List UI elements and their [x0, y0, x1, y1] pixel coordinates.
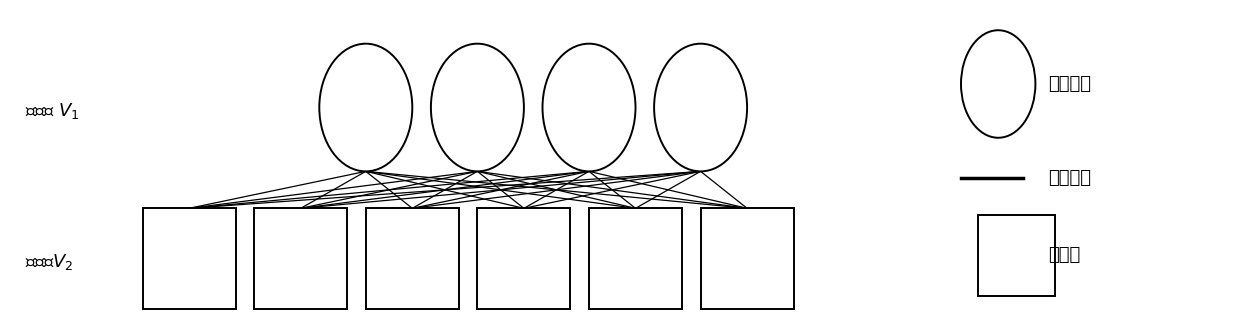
Ellipse shape: [655, 44, 746, 171]
Bar: [477, 208, 570, 309]
Ellipse shape: [319, 44, 412, 171]
Text: 卸载用户: 卸载用户: [1048, 75, 1091, 93]
Text: 下节点$V_2$: 下节点$V_2$: [25, 252, 73, 272]
Ellipse shape: [543, 44, 635, 171]
Bar: [366, 208, 459, 309]
Ellipse shape: [961, 30, 1035, 138]
Bar: [978, 215, 1055, 296]
Bar: [589, 208, 682, 309]
Ellipse shape: [432, 44, 525, 171]
Text: 上节点 $V_1$: 上节点 $V_1$: [25, 101, 79, 121]
Bar: [254, 208, 347, 309]
Text: 分配关系: 分配关系: [1048, 169, 1091, 187]
Text: 子信道: 子信道: [1048, 246, 1080, 264]
Bar: [143, 208, 236, 309]
Bar: [701, 208, 794, 309]
